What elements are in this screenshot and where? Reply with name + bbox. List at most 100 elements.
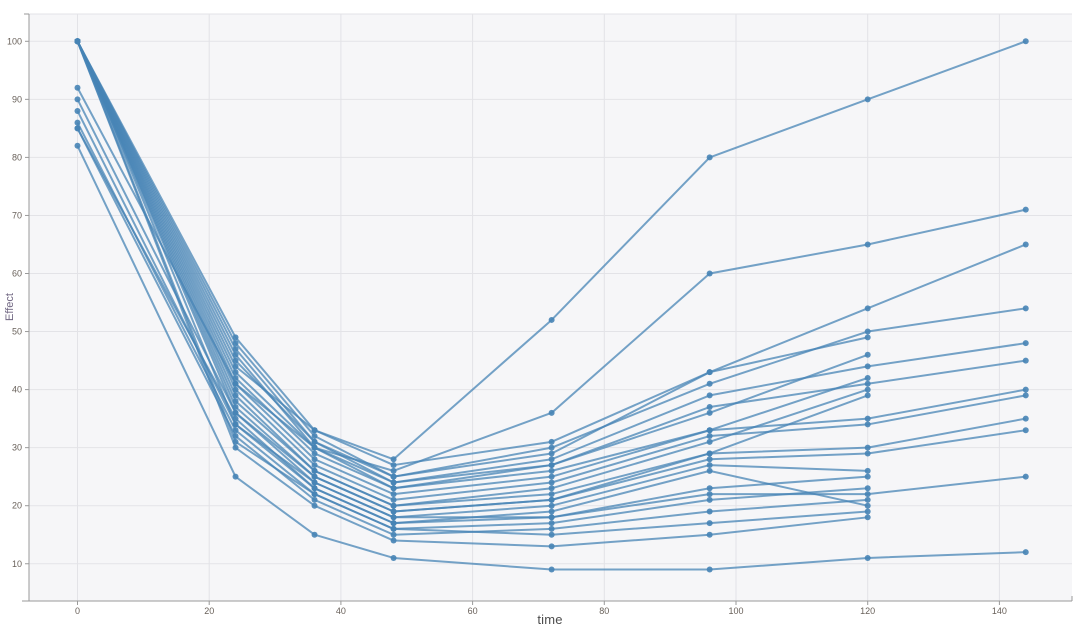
data-point: [706, 467, 713, 474]
data-point: [1022, 340, 1029, 347]
data-point: [311, 433, 318, 440]
data-point: [706, 270, 713, 277]
data-point: [864, 496, 871, 503]
data-point: [864, 328, 871, 335]
data-point: [864, 502, 871, 509]
x-tick-label: 120: [860, 606, 875, 616]
x-tick-label: 0: [75, 606, 80, 616]
data-point: [390, 491, 397, 498]
y-tick-label: 100: [7, 36, 22, 46]
y-tick-label: 50: [12, 327, 22, 337]
data-point: [548, 316, 555, 323]
data-point: [706, 369, 713, 376]
data-point: [1022, 415, 1029, 422]
data-point: [548, 467, 555, 474]
data-point: [1022, 305, 1029, 312]
data-point: [706, 438, 713, 445]
data-point: [548, 462, 555, 469]
data-point: [864, 467, 871, 474]
y-tick-label: 80: [12, 152, 22, 162]
data-point: [548, 485, 555, 492]
data-line: [76, 87, 1026, 472]
data-point: [1022, 357, 1029, 364]
data-point: [548, 502, 555, 509]
data-point: [74, 125, 81, 132]
data-point: [1022, 38, 1029, 45]
data-point: [74, 119, 81, 126]
y-tick-label: 20: [12, 501, 22, 511]
data-line: [76, 40, 1027, 467]
y-tick-label: 70: [12, 210, 22, 220]
y-tick-label: 40: [12, 385, 22, 395]
data-point: [864, 334, 871, 341]
data-point: [232, 421, 239, 428]
data-point: [311, 444, 318, 451]
data-point: [706, 392, 713, 399]
data-line: [76, 40, 1026, 501]
data-point: [548, 543, 555, 550]
data-line: [76, 40, 1027, 461]
data-point: [74, 107, 81, 114]
y-tick-label: 60: [12, 269, 22, 279]
data-point: [548, 450, 555, 457]
y-axis-title: Effect: [4, 293, 16, 321]
data-point: [864, 415, 871, 422]
data-point: [74, 142, 81, 149]
data-point: [1022, 473, 1029, 480]
data-point: [390, 508, 397, 515]
data-point: [864, 444, 871, 451]
data-point: [1022, 549, 1029, 556]
data-point: [311, 456, 318, 463]
data-point: [311, 485, 318, 492]
data-point: [74, 38, 81, 45]
data-point: [1022, 206, 1029, 213]
data-point: [864, 421, 871, 428]
data-point: [1022, 392, 1029, 399]
data-point: [548, 520, 555, 527]
data-point: [864, 485, 871, 492]
data-point: [1022, 386, 1029, 393]
data-point: [706, 450, 713, 457]
data-point: [1022, 241, 1029, 248]
data-point: [706, 380, 713, 387]
data-point: [311, 502, 318, 509]
y-tick-label: 30: [12, 443, 22, 453]
data-point: [548, 456, 555, 463]
data-point: [706, 427, 713, 434]
data-point: [311, 473, 318, 480]
data-point: [548, 473, 555, 480]
data-point: [548, 444, 555, 451]
data-point: [706, 404, 713, 411]
data-point: [311, 531, 318, 538]
data-point: [390, 473, 397, 480]
data-point: [706, 496, 713, 503]
data-point: [390, 502, 397, 509]
data-point: [1022, 427, 1029, 434]
data-point: [390, 456, 397, 463]
x-tick-label: 100: [728, 606, 743, 616]
data-point: [548, 409, 555, 416]
x-tick-label: 60: [468, 606, 478, 616]
data-point: [390, 537, 397, 544]
data-point: [390, 554, 397, 561]
x-tick-label: 140: [992, 606, 1007, 616]
data-point: [864, 491, 871, 498]
data-point: [74, 96, 81, 103]
data-point: [706, 456, 713, 463]
data-point: [548, 508, 555, 515]
data-point: [390, 520, 397, 527]
data-line: [76, 145, 1026, 571]
data-point: [232, 357, 239, 364]
data-point: [548, 566, 555, 573]
data-point: [548, 514, 555, 521]
y-tick-label: 10: [12, 559, 22, 569]
data-point: [232, 351, 239, 358]
data-point: [390, 514, 397, 521]
data-point: [311, 450, 318, 457]
data-point: [706, 520, 713, 527]
data-point: [864, 508, 871, 515]
data-line: [76, 40, 1026, 496]
data-point: [864, 241, 871, 248]
